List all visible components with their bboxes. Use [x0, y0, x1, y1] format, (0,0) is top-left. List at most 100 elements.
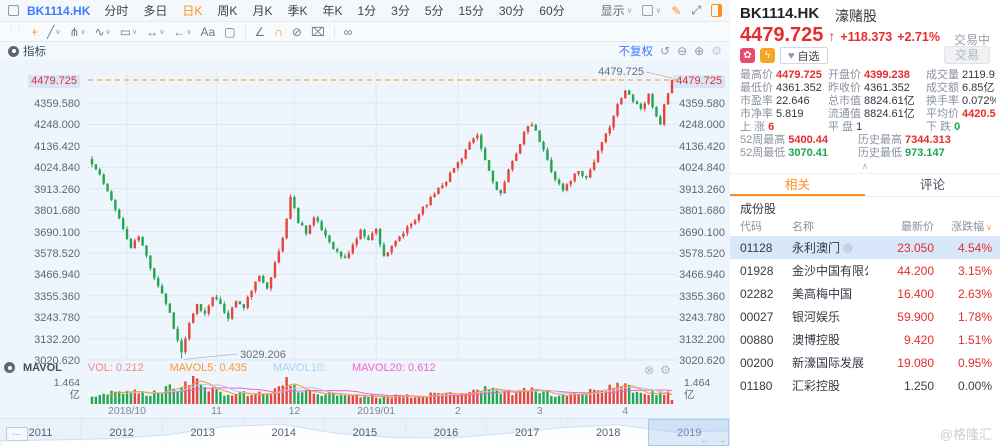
period-日K[interactable]: 日K [182, 4, 203, 18]
comment-tool[interactable]: ▢ [224, 24, 236, 39]
adjust-mode-button[interactable]: 不复权 [618, 46, 654, 58]
period-周K[interactable]: 周K [217, 4, 238, 18]
period-1分[interactable]: 1分 [357, 4, 377, 18]
angle-tool[interactable]: ∠ [254, 24, 266, 39]
price-axis-left: 4479.725 4359.580 4248.000 4136.420 4024.840… [0, 62, 84, 367]
stats-row: 市盈率 22.646 总市值 8824.61亿 换手率 0.072% [740, 95, 996, 107]
pitchfork-tool[interactable]: ⋔ ∨ [69, 24, 86, 39]
timeline-navigator[interactable]: 2011 2012 2013 2014 2015 2016 2017 2018 2019 ···… [0, 418, 730, 446]
column-header-名称: 名称 [792, 221, 814, 233]
period-15分[interactable]: 15分 [458, 4, 484, 18]
watermark: @格隆汇 [939, 427, 992, 442]
price-tick: 3355.360 [34, 290, 80, 303]
period-多日[interactable]: 多日 [143, 4, 168, 18]
price-change-pct: +2.71% [897, 30, 940, 44]
period-60分[interactable]: 60分 [539, 4, 565, 18]
constituent-row-00027[interactable]: 00027 银河娱乐 59.900 1.78% [740, 309, 992, 325]
trend-line-tool[interactable]: ╱ ∨ [47, 24, 61, 39]
volume-legend-mavol10: MAVOL10: [273, 361, 327, 374]
text-tool[interactable]: Aa [200, 24, 216, 39]
reset-icon[interactable]: ↺ [660, 44, 671, 58]
period-季K[interactable]: 季K [287, 4, 308, 18]
indicator-settings-icon[interactable]: ⚙ [660, 363, 671, 377]
price-tick: 3132.200 [34, 333, 80, 346]
navigator-more-button[interactable]: ··· [6, 427, 28, 441]
indicator-pin-icon [8, 45, 19, 57]
price-tick: 3801.680 [679, 205, 725, 218]
period-30分[interactable]: 30分 [498, 4, 525, 18]
stats-row: 最低价 4361.352 昨收价 4361.352 成交额 6.85亿 [740, 82, 995, 94]
wave-tool[interactable]: ∿ ∨ [94, 24, 111, 39]
navigator-year-2015[interactable]: 2015 [352, 427, 378, 439]
layout-dropdown[interactable]: ∨ [642, 5, 661, 16]
navigator-year-2013[interactable]: 2013 [190, 427, 215, 439]
period-5分[interactable]: 5分 [424, 4, 444, 18]
quote-panel: BK1114.HK 濠赌股 交易中 4479.725 ↑ +118.373 +2… [730, 0, 1000, 446]
quote-symbol: BK1114.HK [740, 5, 820, 22]
candlestick-chart[interactable]: 4479.725 3029.206 [88, 62, 678, 362]
navigator-year-2018[interactable]: 2018 [595, 427, 621, 439]
period-年K[interactable]: 年K [322, 4, 343, 18]
zoom-out-icon[interactable]: ⊖ [677, 44, 688, 58]
trade-button[interactable]: 交易 [944, 46, 990, 64]
window-icon[interactable] [8, 5, 19, 16]
hk-stock-badge: ✿ [740, 48, 755, 63]
symbol-tab[interactable]: BK1114.HK [27, 3, 91, 18]
period-分时[interactable]: 分时 [104, 4, 129, 18]
close-indicator-icon[interactable]: ⊗ [644, 363, 655, 377]
date-tick: 2018/10 [108, 405, 147, 417]
delete-drawings-tool[interactable]: ⌧ [310, 24, 325, 39]
panel-toggle-icon[interactable] [711, 4, 722, 17]
arrow-tool[interactable]: ← ∨ [173, 24, 192, 39]
constituent-row-02282[interactable]: 02282 美高梅中国 16.400 2.63% [740, 286, 992, 302]
navigator-year-2016[interactable]: 2016 [433, 427, 459, 439]
constituent-row-00200[interactable]: 00200 新濠国际发展 19.080 0.95% [740, 355, 992, 371]
edit-icon[interactable]: ✎ [671, 3, 682, 18]
volume-chart[interactable] [88, 374, 678, 406]
navigator-year-2012[interactable]: 2012 [109, 427, 134, 439]
price-range-tool[interactable]: ↔ ∨ [146, 24, 165, 39]
date-tick: 4 [622, 405, 629, 417]
sep2 [333, 25, 335, 38]
move-tool[interactable]: + [31, 24, 39, 39]
display-dropdown[interactable]: 显示 ∨ [600, 4, 633, 18]
fullscreen-icon[interactable]: ⤢ [691, 3, 701, 17]
period-3分[interactable]: 3分 [391, 4, 410, 18]
hide-drawings-tool[interactable]: ⊘ [291, 24, 302, 39]
tab-相关[interactable]: 相关 [730, 174, 865, 196]
navigator-right-arrow[interactable]: → [717, 435, 726, 445]
column-header-涨跌幅[interactable]: 涨跌幅 ∨ [951, 221, 992, 233]
price-tick: 3913.260 [34, 183, 80, 196]
navigator-year-2017[interactable]: 2017 [514, 427, 540, 439]
navigator-left-arrow[interactable]: ← [700, 435, 709, 445]
price-tick: 4479.725 [673, 75, 725, 88]
top-toolbar: BK1114.HK 分时 多日 日K 周K 月K 季K 年K 1分 3分 5分 15分 30分 60分 … [0, 0, 730, 22]
constituent-row-01180[interactable]: 01180 汇彩控股 1.250 0.00% [740, 378, 992, 394]
price-tick: 3466.940 [679, 269, 725, 282]
navigator-year-2019[interactable]: 2019 [677, 427, 702, 439]
navigator-year-2011[interactable]: 2011 [28, 427, 53, 439]
volume-axis-left: 1.464 亿 [53, 377, 80, 401]
tab-评论[interactable]: 评论 [919, 178, 945, 192]
column-header-最新价: 最新价 [901, 221, 934, 233]
shape-tool[interactable]: ▭ ∨ [119, 24, 138, 39]
constituent-row-00880[interactable]: 00880 澳博控股 9.420 1.51% [740, 332, 992, 348]
magnet-tool[interactable]: ∩ [274, 24, 283, 39]
add-favorite-button[interactable]: ♥ 自选 [780, 47, 828, 64]
zoom-in-icon[interactable]: ⊕ [694, 44, 705, 58]
link-charts-tool[interactable]: ∞ [343, 24, 353, 39]
sort-desc-icon: ∨ [986, 223, 992, 232]
indicator-label[interactable]: 指标 [23, 46, 46, 58]
volume-indicator-label[interactable]: MAVOL [23, 361, 62, 374]
locate-icon[interactable]: ◎ [843, 242, 853, 254]
navigator-year-2014[interactable]: 2014 [271, 427, 297, 439]
price-tick: 3132.200 [679, 333, 725, 346]
price-tick: 3466.940 [34, 269, 80, 282]
settings-icon[interactable]: ⚙ [711, 44, 722, 58]
collapse-stats-button[interactable]: ∧ [861, 161, 869, 171]
period-月K[interactable]: 月K [252, 4, 273, 18]
constituent-row-01128[interactable]: 01128 永利澳门 ◎ 23.050 4.54% [730, 236, 1000, 259]
quote-name: 濠赌股 [835, 8, 877, 24]
